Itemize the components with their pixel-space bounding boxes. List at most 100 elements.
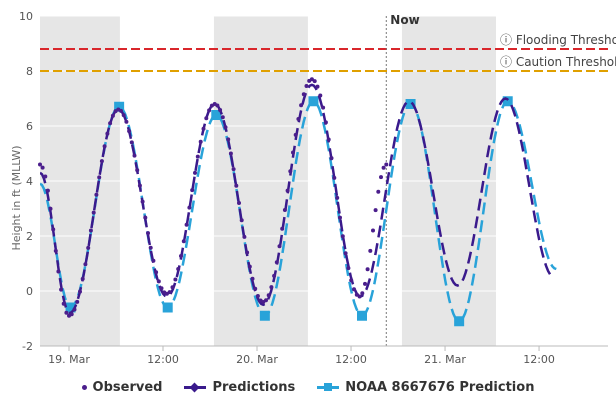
observed-point (282, 208, 287, 212)
noaa-prediction-marker (65, 302, 76, 313)
x-tick-label: 21. Mar (424, 353, 466, 366)
observed-point (288, 169, 293, 174)
noaa-prediction-marker (454, 316, 465, 327)
observed-point (318, 93, 323, 98)
y-tick-label: 6 (26, 120, 33, 133)
y-tick-label: 4 (26, 175, 33, 188)
observed-point (285, 188, 290, 193)
legend: Observed Predictions NOAA 8667676 Predic… (0, 380, 616, 395)
observed-point (86, 245, 91, 250)
observed-point (242, 234, 247, 239)
observed-point (329, 156, 334, 161)
noaa-prediction-marker (405, 99, 416, 109)
observed-point (151, 258, 156, 263)
observed-point (167, 290, 172, 295)
observed-point (40, 165, 45, 170)
observed-point (315, 84, 320, 89)
observed-point (156, 279, 161, 284)
legend-item-observed[interactable]: Observed (81, 380, 162, 395)
observed-point (280, 226, 285, 231)
threshold-label-0: ⓘ Flooding Threshold (500, 33, 616, 47)
observed-point (124, 119, 129, 124)
noaa-prediction-marker (162, 302, 173, 313)
noaa-prediction-line-icon (317, 383, 340, 391)
observed-point (218, 108, 223, 112)
observed-point (357, 294, 362, 299)
observed-point (132, 153, 137, 158)
y-tick-label: -2 (22, 340, 33, 353)
observed-point (78, 289, 82, 294)
observed-point (99, 159, 104, 164)
y-tick-label: 10 (19, 10, 33, 23)
predictions-line-icon (184, 382, 207, 393)
observed-point (127, 129, 132, 134)
observed-point (135, 168, 140, 173)
observed-point (226, 137, 231, 142)
observed-point (373, 208, 378, 213)
observed-point (381, 165, 386, 170)
observed-point (38, 162, 42, 167)
observed-point (154, 270, 159, 275)
observed-point (69, 312, 74, 317)
noaa-prediction-marker (114, 101, 125, 112)
observed-point (363, 281, 367, 286)
observed-point (146, 231, 150, 236)
observed-point (176, 267, 181, 271)
noaa-prediction-marker (502, 96, 513, 107)
observed-point (223, 125, 228, 130)
series-layer (38, 77, 557, 327)
observed-dot-icon (81, 385, 87, 390)
y-tick-label: 8 (26, 65, 33, 78)
noaa-prediction-marker (211, 110, 222, 120)
observed-point (360, 291, 365, 296)
observed-point (94, 192, 99, 197)
observed-point (72, 307, 77, 312)
observed-point (340, 234, 345, 239)
observed-point (83, 262, 88, 267)
observed-point (48, 206, 53, 211)
observed-point (231, 167, 236, 172)
observed-point (220, 115, 225, 120)
legend-item-noaa-prediction[interactable]: NOAA 8667676 Prediction (317, 380, 534, 395)
observed-point (349, 278, 354, 283)
observed-point (97, 175, 102, 180)
observed-point (184, 222, 189, 227)
observed-point (250, 276, 255, 281)
observed-point (80, 276, 85, 281)
legend-item-predictions[interactable]: Predictions (184, 380, 295, 395)
observed-point (277, 244, 282, 249)
observed-point (198, 139, 203, 144)
observed-point (105, 131, 110, 136)
noaa-prediction-marker (308, 96, 319, 107)
y-axis: -2 0 2 4 6 8 10 (19, 10, 33, 353)
observed-point (237, 201, 241, 205)
observed-point (110, 113, 115, 118)
observed-point (253, 286, 258, 291)
observed-point (291, 150, 295, 155)
observed-point (187, 205, 192, 210)
observed-point (352, 287, 356, 292)
observed-point (299, 103, 304, 108)
observed-point (365, 267, 370, 272)
observed-point (384, 162, 389, 167)
observed-point (108, 121, 113, 126)
x-tick-label: 12:00 (523, 353, 555, 366)
observed-point (264, 298, 268, 303)
observed-point (228, 151, 233, 156)
observed-point (193, 170, 197, 175)
observed-point (368, 248, 373, 253)
observed-point (137, 183, 142, 188)
observed-point (53, 248, 58, 253)
observed-point (269, 285, 274, 290)
observed-point (119, 108, 123, 113)
observed-point (179, 254, 183, 258)
x-tick-label: 12:00 (147, 353, 179, 366)
observed-point (201, 126, 206, 131)
observed-point (379, 175, 383, 180)
noaa-prediction-marker (356, 310, 367, 321)
x-axis: 19. Mar 12:00 20. Mar 12:00 21. Mar 12:00 (40, 345, 608, 366)
observed-point (301, 92, 306, 97)
y-tick-label: 0 (26, 285, 33, 298)
observed-point (102, 144, 107, 149)
